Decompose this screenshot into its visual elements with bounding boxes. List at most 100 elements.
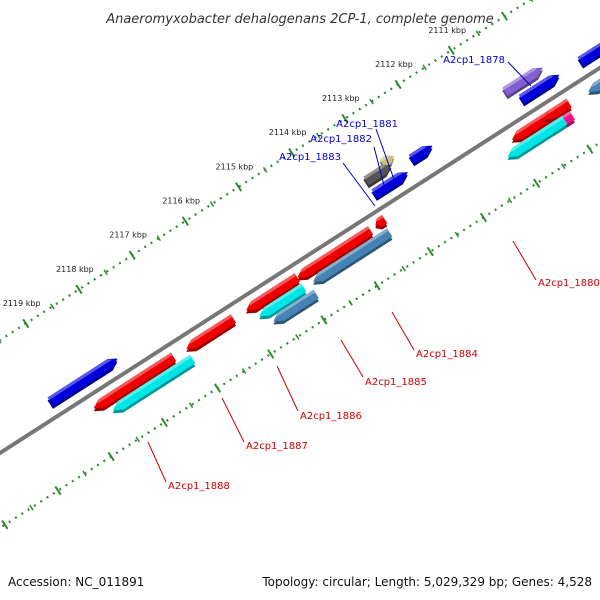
- minor-tick-mark: [135, 436, 141, 443]
- gene-arrow-body: [297, 226, 374, 278]
- gene-label-leader: [373, 146, 387, 194]
- gene-label: A2cp1_1882: [310, 134, 372, 145]
- gene-arrow: [577, 42, 600, 69]
- kbp-tick-mark: [54, 485, 62, 496]
- gene-arrow: [313, 228, 393, 285]
- gene-arrow-highlight: [518, 75, 554, 98]
- kbp-tick-mark: [22, 318, 30, 329]
- gene-arrow: [588, 78, 600, 95]
- outer-scale-ring: [0, 0, 532, 342]
- minor-tick-mark: [401, 265, 406, 272]
- minor-tick-mark: [369, 98, 374, 105]
- scale-layer: 2110 kbp 2111 kbp 2112 kbp 2113 kbp 2114 kbp…: [0, 0, 600, 530]
- kbp-tick-mark: [394, 79, 402, 90]
- gene-arrow-highlight: [371, 172, 403, 192]
- minor-tick-mark: [50, 303, 55, 310]
- gene-arrow-highlight: [577, 42, 600, 60]
- kbp-tick-mark: [267, 349, 275, 359]
- gene-label-leader: [507, 61, 532, 87]
- minor-tick-mark: [82, 470, 87, 477]
- gene-arrow-body: [246, 273, 300, 311]
- gene-label: A2cp1_1885: [365, 377, 427, 388]
- inner-scale-ring: [0, 141, 600, 530]
- gene-arrow: [518, 74, 560, 107]
- minor-tick-mark: [316, 132, 321, 139]
- kbp-tick-label: 2117 kbp: [109, 231, 147, 240]
- kbp-tick-label: 2115 kbp: [216, 162, 254, 171]
- gene-arrow-highlight: [591, 78, 600, 88]
- gene-arrow: [297, 226, 374, 281]
- kbp-tick-label: 2118 kbp: [56, 265, 94, 274]
- kbp-tick-mark: [447, 45, 455, 56]
- gene-arrow-highlight: [300, 226, 370, 273]
- gene-arrow: [408, 145, 433, 167]
- gene-label: A2cp1_1888: [168, 481, 230, 492]
- kbp-tick-mark: [214, 383, 222, 393]
- kbp-tick-mark: [181, 216, 189, 226]
- kbp-tick-mark: [75, 284, 83, 295]
- minor-tick-mark: [29, 504, 34, 511]
- gene-label-leader: [340, 339, 364, 378]
- gene-label-leader: [147, 441, 167, 483]
- gene-arrow-highlight: [189, 314, 233, 345]
- minor-tick-mark: [561, 163, 566, 170]
- kbp-tick-label: 2119 kbp: [3, 299, 41, 308]
- minor-tick-mark: [507, 197, 513, 204]
- gene-arrow: [112, 354, 196, 414]
- gene-arrow-body: [507, 115, 568, 157]
- gene-label-leader: [276, 365, 299, 412]
- kbp-tick-mark: [500, 11, 509, 21]
- gene-label-leader: [512, 240, 537, 281]
- gene-arrow: [543, 98, 572, 123]
- gene-label: A2cp1_1883: [279, 152, 341, 163]
- gene-arrow-highlight: [47, 359, 112, 400]
- gene-arrow-body: [371, 172, 408, 198]
- kbp-tick-mark: [288, 148, 296, 158]
- minor-tick-mark: [188, 402, 194, 409]
- gene-arrow-highlight: [316, 228, 389, 278]
- gene-label-leader: [221, 397, 245, 443]
- gene-arrow-body: [363, 164, 392, 186]
- minor-tick-mark: [348, 299, 353, 306]
- gene-label: A2cp1_1887: [246, 441, 308, 452]
- gene-label: A2cp1_1886: [300, 411, 362, 422]
- gene-arrow-highlight: [379, 155, 390, 162]
- kbp-tick-mark: [128, 250, 136, 260]
- backbone-layer: [0, 65, 600, 456]
- gene-arrow-highlight: [262, 283, 303, 312]
- kbp-tick-mark: [426, 246, 434, 257]
- gene-arrow-body: [273, 289, 319, 322]
- kbp-tick-label: 2116 kbp: [162, 197, 200, 206]
- gene-arrow-body: [47, 358, 118, 406]
- gene-arrow: [259, 283, 307, 320]
- genome-summary-text: Topology: circular; Length: 5,029,329 bp…: [261, 575, 592, 589]
- gene-arrow: [507, 115, 568, 160]
- genome-backbone: [0, 65, 600, 456]
- gene-arrow-highlight: [515, 106, 556, 136]
- gene-label: A2cp1_1884: [416, 349, 478, 360]
- minor-tick-mark: [209, 201, 215, 207]
- minor-tick-mark: [475, 30, 481, 37]
- gene-arrow-highlight: [408, 146, 427, 158]
- kbp-tick-label: 2110 kbp: [481, 0, 519, 1]
- gene-label: A2cp1_1881: [336, 119, 398, 130]
- gene-label-leader: [342, 162, 376, 207]
- kbp-tick-mark: [586, 144, 594, 154]
- kbp-tick-mark: [373, 280, 381, 291]
- kbp-tick-mark: [479, 212, 488, 223]
- gene-arrow-body: [313, 228, 393, 282]
- minor-tick-mark: [241, 368, 247, 375]
- gene-arrow-highlight: [249, 273, 297, 306]
- gene-label-leader: [391, 311, 415, 351]
- accession-text: Accession: NC_011891: [8, 575, 144, 589]
- gene-label-leader: [375, 128, 397, 186]
- gene-arrow-highlight: [510, 115, 564, 153]
- gene-arrow: [502, 67, 543, 100]
- minor-tick-mark: [295, 334, 300, 340]
- gene-arrow-body: [186, 314, 237, 349]
- minor-tick-mark: [262, 166, 268, 173]
- labels-layer: A2cp1_1878 A2cp1_1881 A2cp1_1882 A2cp1_1883…: [147, 55, 600, 492]
- gene-arrow-highlight: [547, 98, 569, 115]
